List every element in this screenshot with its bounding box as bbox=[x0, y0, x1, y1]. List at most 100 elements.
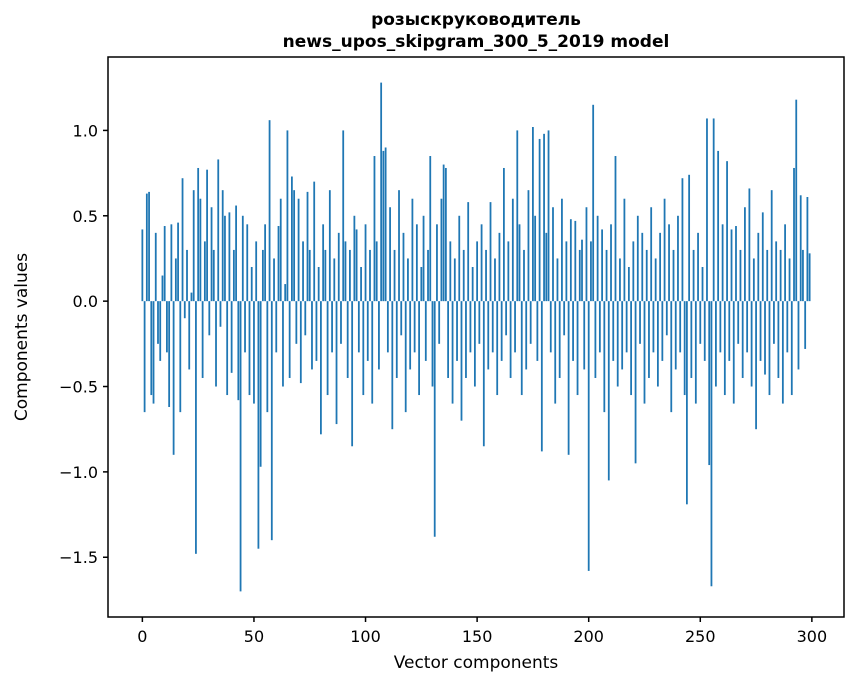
bar bbox=[766, 249, 769, 302]
bar bbox=[302, 241, 304, 302]
bar bbox=[632, 241, 635, 302]
bar bbox=[549, 301, 552, 353]
bar bbox=[203, 241, 206, 302]
bar bbox=[569, 219, 572, 302]
bar bbox=[150, 301, 153, 396]
bar bbox=[340, 301, 342, 344]
bar bbox=[610, 224, 612, 302]
bar bbox=[179, 301, 182, 413]
bar bbox=[576, 301, 579, 396]
bar bbox=[228, 212, 231, 302]
bar bbox=[382, 150, 385, 302]
y-tick-label: −1.5 bbox=[59, 548, 98, 567]
bar bbox=[279, 198, 282, 302]
bar bbox=[163, 226, 166, 302]
bar bbox=[317, 267, 320, 302]
x-tick-label: 300 bbox=[797, 627, 828, 646]
bar bbox=[715, 301, 717, 387]
bar bbox=[291, 176, 293, 302]
bar bbox=[596, 215, 599, 302]
bar bbox=[645, 249, 648, 302]
bar bbox=[590, 241, 592, 302]
bar bbox=[603, 301, 606, 413]
bar bbox=[241, 215, 244, 302]
bar bbox=[253, 301, 255, 404]
bar bbox=[177, 222, 179, 302]
bar bbox=[656, 301, 659, 387]
bar bbox=[621, 301, 624, 370]
bar bbox=[708, 301, 711, 466]
bar bbox=[768, 301, 771, 396]
bar bbox=[324, 249, 327, 302]
bar bbox=[398, 190, 400, 302]
bar bbox=[433, 301, 436, 537]
chart-title: розыскруководитель bbox=[371, 10, 581, 30]
bar bbox=[786, 301, 789, 353]
bar bbox=[371, 301, 374, 404]
bar bbox=[375, 241, 378, 302]
bar bbox=[516, 130, 519, 302]
bar bbox=[342, 130, 345, 302]
bar bbox=[288, 301, 291, 378]
bar bbox=[623, 198, 626, 302]
bar bbox=[473, 301, 476, 387]
bar bbox=[322, 224, 325, 302]
bar bbox=[583, 301, 586, 370]
bar bbox=[523, 249, 525, 302]
bar bbox=[346, 301, 349, 378]
bar bbox=[418, 301, 420, 396]
bar bbox=[578, 249, 581, 302]
bar bbox=[476, 241, 479, 302]
bar bbox=[273, 258, 275, 302]
bar bbox=[320, 301, 322, 435]
bar bbox=[460, 301, 463, 421]
bar bbox=[353, 215, 356, 302]
bar bbox=[779, 249, 782, 302]
bar bbox=[297, 198, 300, 302]
bar bbox=[407, 258, 409, 302]
bar bbox=[248, 301, 251, 396]
y-tick-label: −1.0 bbox=[59, 463, 98, 482]
bar bbox=[465, 301, 467, 378]
bar bbox=[145, 193, 148, 302]
bar bbox=[215, 301, 217, 387]
bar bbox=[337, 232, 340, 302]
bar bbox=[154, 232, 157, 302]
bar bbox=[186, 249, 188, 302]
bar bbox=[500, 301, 503, 361]
y-axis-label: Components values bbox=[12, 253, 32, 421]
bar bbox=[373, 156, 376, 302]
bar bbox=[174, 258, 177, 302]
bar bbox=[554, 301, 557, 404]
bar bbox=[594, 301, 597, 378]
bar bbox=[306, 191, 309, 302]
bar bbox=[357, 301, 360, 353]
bar bbox=[170, 224, 173, 302]
bar bbox=[442, 164, 445, 302]
bar bbox=[212, 249, 215, 302]
bar bbox=[333, 258, 336, 302]
bar bbox=[598, 301, 601, 353]
bar bbox=[614, 156, 617, 302]
bar bbox=[630, 301, 632, 396]
bar bbox=[797, 301, 800, 370]
bar bbox=[746, 301, 749, 353]
bar bbox=[770, 190, 773, 302]
bar bbox=[652, 301, 655, 353]
bar bbox=[567, 301, 570, 455]
bar bbox=[719, 301, 722, 353]
bar bbox=[210, 207, 213, 302]
bar bbox=[168, 301, 171, 407]
bar bbox=[503, 167, 505, 302]
bar bbox=[730, 229, 733, 302]
x-axis-label: Vector components bbox=[394, 653, 559, 673]
bar bbox=[764, 301, 766, 375]
bar bbox=[721, 224, 724, 302]
bar bbox=[627, 267, 630, 302]
bar bbox=[536, 301, 539, 361]
bar bbox=[534, 215, 537, 302]
bar bbox=[255, 241, 258, 302]
x-tick-label: 100 bbox=[350, 627, 381, 646]
bar bbox=[462, 249, 465, 302]
